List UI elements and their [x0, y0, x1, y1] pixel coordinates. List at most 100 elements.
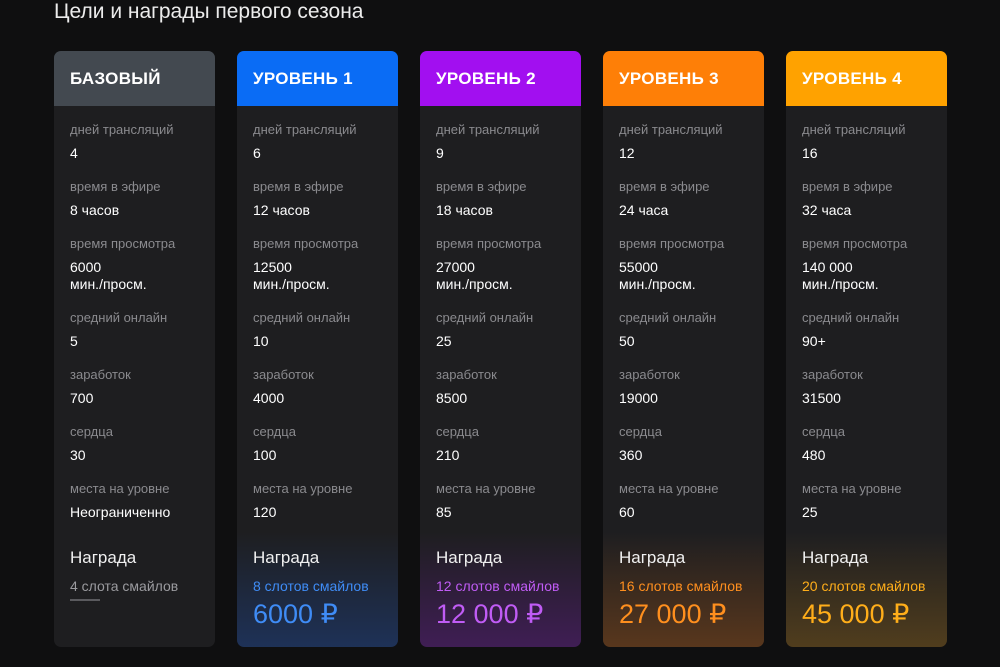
stat-value: 210 [436, 447, 460, 463]
stat-item: время в эфире 12 часов [253, 179, 382, 219]
stat-label: время в эфире [253, 179, 344, 194]
stat-label: сердца [70, 424, 113, 439]
stat-label: время в эфире [619, 179, 710, 194]
reward-heading: Награда [70, 548, 137, 567]
tier-stats: дней трансляций 12 время в эфире 24 часа вре… [603, 106, 764, 521]
stat-value: 30 [70, 447, 86, 463]
stat-item: средний онлайн 90+ [802, 310, 931, 350]
stat-item: заработок 19000 [619, 367, 748, 407]
reward-prize-amount: 12 000 ₽ [436, 599, 544, 629]
stat-value: 55000 мин./просм. [619, 259, 696, 292]
stat-item: места на уровне 25 [802, 481, 931, 521]
stat-value: 10 [253, 333, 269, 349]
stat-item: время просмотра 55000 мин./просм. [619, 236, 748, 293]
stat-item: время в эфире 32 часа [802, 179, 931, 219]
tier-card-header: БАЗОВЫЙ [54, 51, 215, 106]
reward-emote-slots: 20 слотов смайлов [802, 578, 926, 594]
reward-prize-amount: 6000 ₽ [253, 599, 338, 629]
stat-label: дней трансляций [436, 122, 540, 137]
tier-card-header: УРОВЕНЬ 1 [237, 51, 398, 106]
stat-value: 16 [802, 145, 818, 161]
stat-item: средний онлайн 50 [619, 310, 748, 350]
stat-item: сердца 360 [619, 424, 748, 464]
stat-value: 25 [802, 504, 818, 520]
stat-label: дней трансляций [802, 122, 906, 137]
stat-item: сердца 30 [70, 424, 199, 464]
stat-value: 12500 мин./просм. [253, 259, 330, 292]
stat-value: 6000 мин./просм. [70, 259, 147, 292]
stat-label: заработок [70, 367, 131, 382]
stat-value: 8 часов [70, 202, 120, 218]
stat-label: места на уровне [436, 481, 536, 496]
tier-stats: дней трансляций 16 время в эфире 32 часа вре… [786, 106, 947, 521]
tier-card-level-1: УРОВЕНЬ 1 дней трансляций 6 время в эфире 12… [237, 51, 398, 647]
stat-label: дней трансляций [253, 122, 357, 137]
tier-card-header: УРОВЕНЬ 3 [603, 51, 764, 106]
stat-item: время в эфире 24 часа [619, 179, 748, 219]
stat-value: 12 часов [253, 202, 310, 218]
stat-item: дней трансляций 9 [436, 122, 565, 162]
stat-value: 4 [70, 145, 78, 161]
stat-label: места на уровне [802, 481, 902, 496]
stat-item: время просмотра 27000 мин./просм. [436, 236, 565, 293]
stat-value: 50 [619, 333, 635, 349]
stat-value: 19000 [619, 390, 658, 406]
stat-label: средний онлайн [619, 310, 717, 325]
stat-value: 32 часа [802, 202, 852, 218]
reward-emote-slots: 12 слотов смайлов [436, 578, 560, 594]
stat-item: сердца 480 [802, 424, 931, 464]
reward-section: Награда 20 слотов смайлов 45 000 ₽ [786, 532, 947, 647]
reward-heading: Награда [436, 548, 503, 567]
stat-label: время просмотра [253, 236, 359, 251]
stat-value: 100 [253, 447, 277, 463]
stat-item: дней трансляций 4 [70, 122, 199, 162]
stat-item: время в эфире 18 часов [436, 179, 565, 219]
stat-label: средний онлайн [253, 310, 351, 325]
stat-item: средний онлайн 5 [70, 310, 199, 350]
stat-item: места на уровне 85 [436, 481, 565, 521]
stat-value: 90+ [802, 333, 826, 349]
stat-label: дней трансляций [70, 122, 174, 137]
reward-section: Награда 16 слотов смайлов 27 000 ₽ [603, 532, 764, 647]
tier-stats: дней трансляций 6 время в эфире 12 часов вре… [237, 106, 398, 521]
stat-item: заработок 31500 [802, 367, 931, 407]
reward-heading: Награда [802, 548, 869, 567]
stat-value: 6 [253, 145, 261, 161]
stat-label: заработок [619, 367, 680, 382]
stat-value: 12 [619, 145, 635, 161]
reward-emote-slots: 4 слота смайлов [70, 578, 179, 594]
stat-label: время просмотра [802, 236, 908, 251]
stat-value: 480 [802, 447, 826, 463]
tier-card-level-4: УРОВЕНЬ 4 дней трансляций 16 время в эфире 3… [786, 51, 947, 647]
stat-label: сердца [253, 424, 296, 439]
stat-item: время просмотра 6000 мин./просм. [70, 236, 199, 293]
stat-label: места на уровне [253, 481, 353, 496]
stat-item: средний онлайн 10 [253, 310, 382, 350]
stat-label: места на уровне [70, 481, 170, 496]
stat-label: время в эфире [802, 179, 893, 194]
stat-value: 120 [253, 504, 277, 520]
reward-section: Награда 12 слотов смайлов 12 000 ₽ [420, 532, 581, 647]
reward-section: Награда 8 слотов смайлов 6000 ₽ [237, 532, 398, 647]
stat-item: дней трансляций 6 [253, 122, 382, 162]
stat-value: 31500 [802, 390, 841, 406]
stat-label: время в эфире [436, 179, 527, 194]
stat-label: сердца [802, 424, 845, 439]
tier-stats: дней трансляций 4 время в эфире 8 часов врем… [54, 106, 215, 521]
stat-value: 5 [70, 333, 78, 349]
tier-card-base: БАЗОВЫЙ дней трансляций 4 время в эфире 8 ча… [54, 51, 215, 647]
stat-item: дней трансляций 12 [619, 122, 748, 162]
stat-item: места на уровне Неограниченно [70, 481, 199, 521]
stat-item: время в эфире 8 часов [70, 179, 199, 219]
stat-value: 60 [619, 504, 635, 520]
stat-item: время просмотра 140 000 мин./просм. [802, 236, 931, 293]
reward-heading: Награда [619, 548, 686, 567]
stat-value: 25 [436, 333, 452, 349]
tier-card-header: УРОВЕНЬ 4 [786, 51, 947, 106]
stat-value: 8500 [436, 390, 468, 406]
stat-label: средний онлайн [70, 310, 168, 325]
no-prize-dash [70, 599, 100, 601]
stat-value: 9 [436, 145, 444, 161]
reward-section: Награда 4 слота смайлов [54, 532, 215, 647]
stat-label: заработок [436, 367, 497, 382]
